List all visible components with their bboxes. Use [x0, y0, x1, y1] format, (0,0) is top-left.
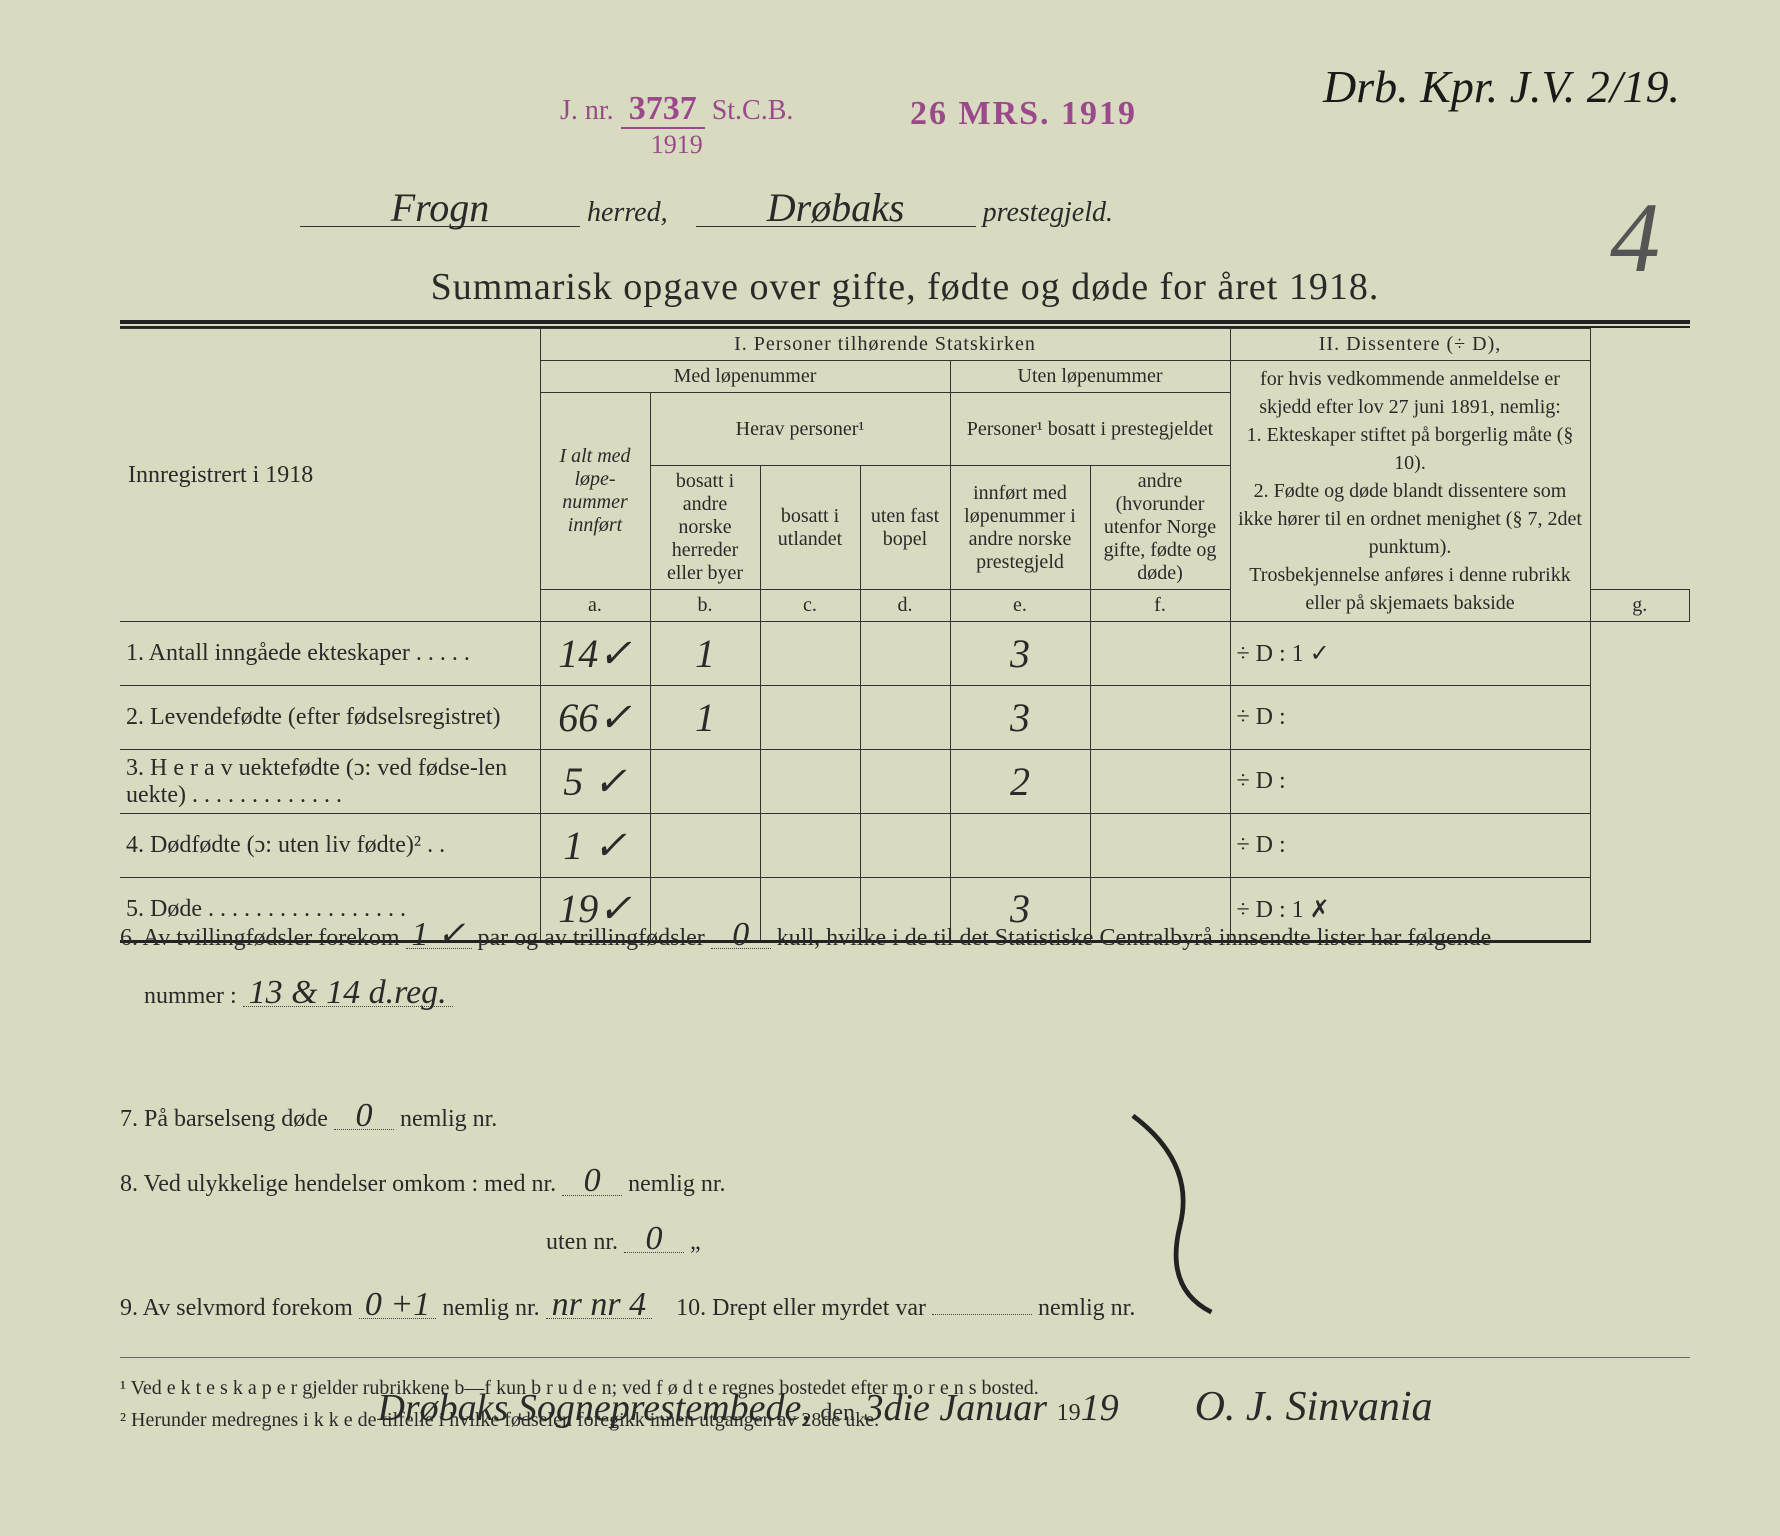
col-letter-g: g. [1590, 590, 1690, 622]
row-label: 2. Levendefødte (efter fødselsregistret) [120, 686, 540, 750]
cell [1090, 750, 1230, 814]
cell [950, 814, 1090, 878]
q6-twins: 1 ✓ [406, 921, 472, 949]
uten-lopenummer: Uten løpenummer [950, 361, 1230, 393]
uten-personer-head: Personer¹ bosatt i prestegjeldet [950, 393, 1230, 466]
cell: 1 [650, 686, 760, 750]
cell [650, 814, 760, 878]
footnote-1: ¹ Ved e k t e s k a p e r gjelder rubrik… [120, 1372, 1690, 1404]
cell: 3 [950, 622, 1090, 686]
main-table: Innregistrert i 1918 I. Personer tilhøre… [120, 328, 1690, 943]
cell: 2 [950, 750, 1090, 814]
cell-dissentere: ÷ D : [1230, 686, 1590, 750]
prestegjeld-handwritten: Drøbaks [696, 190, 976, 227]
cell [860, 750, 950, 814]
cell [760, 686, 860, 750]
col-letter-e: e. [950, 590, 1090, 622]
q9-hw: nr nr 4 [546, 1291, 652, 1319]
jnr-number: 3737 [621, 90, 705, 129]
cell: 1 ✓ [540, 814, 650, 878]
cell [860, 686, 950, 750]
dissentere-text: for hvis vedkommende anmeldelse er skjed… [1230, 361, 1590, 622]
cell-dissentere: ÷ D : 1 ✓ [1230, 622, 1590, 686]
q6-line: 6. Av tvillingfødsler forekom 1 ✓ par og… [120, 910, 1690, 1025]
section1-title: I. Personer tilhørende Statskirken [540, 329, 1230, 361]
cell: 3 [950, 686, 1090, 750]
top-right-handwriting: Drb. Kpr. J.V. 2/19. [1323, 60, 1680, 113]
cell [760, 622, 860, 686]
cell [650, 750, 760, 814]
col-a-head: I alt med løpe-nummer innført [540, 393, 650, 590]
row-header-label: Innregistrert i 1918 [120, 329, 540, 622]
header-line: Frogn herred, Drøbaks prestegjeld. [300, 190, 1510, 229]
jnr-label: J. nr. [560, 95, 614, 126]
col-letter-f: f. [1090, 590, 1230, 622]
cell: 66✓ [540, 686, 650, 750]
footnotes: ¹ Ved e k t e s k a p e r gjelder rubrik… [120, 1357, 1690, 1436]
table-row: 2. Levendefødte (efter fødselsregistret)… [120, 686, 1690, 750]
cell: 14✓ [540, 622, 650, 686]
document-page: J. nr. 3737 St.C.B. 1919 26 MRS. 1919 Dr… [120, 60, 1690, 1476]
herav-personer: Herav personer¹ [650, 393, 950, 466]
col-d-head: uten fast bopel [860, 466, 950, 590]
jnr-suffix: St.C.B. [712, 95, 794, 126]
cell-dissentere: ÷ D : [1230, 750, 1590, 814]
cell [760, 814, 860, 878]
section2-title: II. Dissentere (÷ D), [1230, 329, 1590, 361]
table-row: 3. H e r a v uektefødte (ɔ: ved fødse-le… [120, 750, 1690, 814]
jnr-year: 1919 [560, 130, 793, 160]
col-e-head: innført med løpenummer i andre norske pr… [950, 466, 1090, 590]
cell [1090, 814, 1230, 878]
q7-val: 0 [334, 1102, 394, 1130]
stamp-area: J. nr. 3737 St.C.B. 1919 26 MRS. 1919 Dr… [120, 80, 1690, 200]
table-row: 4. Dødfødte (ɔ: uten liv fødte)² . . 1 ✓… [120, 814, 1690, 878]
q9-val: 0 +1 [359, 1291, 436, 1319]
q9-line: 9. Av selvmord forekom 0 +1 nemlig nr. n… [120, 1280, 1690, 1338]
document-title: Summarisk opgave over gifte, fødte og dø… [120, 265, 1690, 309]
row-label: 3. H e r a v uektefødte (ɔ: ved fødse-le… [120, 750, 540, 814]
q6-triplets: 0 [711, 921, 771, 949]
q8-uten: 0 [624, 1225, 684, 1253]
q8-line: 8. Ved ulykkelige hendelser omkom : med … [120, 1156, 1690, 1271]
prestegjeld-label: prestegjeld. [983, 197, 1113, 228]
col-f-head: andre (hvorunder utenfor Norge gifte, fø… [1090, 466, 1230, 590]
col-letter-d: d. [860, 590, 950, 622]
cell [1090, 686, 1230, 750]
herred-handwritten: Frogn [300, 190, 580, 227]
row-label: 4. Dødfødte (ɔ: uten liv fødte)² . . [120, 814, 540, 878]
col-b-head: bosatt i andre norske herreder eller bye… [650, 466, 760, 590]
cell [760, 750, 860, 814]
row-label: 1. Antall inngåede ekteskaper . . . . . [120, 622, 540, 686]
date-stamp: 26 MRS. 1919 [910, 95, 1137, 133]
title-rule [120, 320, 1690, 328]
herred-label: herred, [587, 197, 668, 228]
col-letter-b: b. [650, 590, 760, 622]
table-row: 1. Antall inngåede ekteskaper . . . . . … [120, 622, 1690, 686]
q10-val [932, 1314, 1032, 1315]
col-c-head: bosatt i utlandet [760, 466, 860, 590]
cell [860, 622, 950, 686]
med-lopenummer: Med løpenummer [540, 361, 950, 393]
col-letter-a: a. [540, 590, 650, 622]
jnr-stamp: J. nr. 3737 St.C.B. 1919 [560, 90, 793, 160]
q6-nummer-hw: 13 & 14 d.reg. [243, 979, 453, 1007]
cell [1090, 622, 1230, 686]
cell: 1 [650, 622, 760, 686]
q8-med: 0 [562, 1167, 622, 1195]
col-letter-c: c. [760, 590, 860, 622]
cell: 5 ✓ [540, 750, 650, 814]
footnote-2: ² Herunder medregnes i k k e de tilfelle… [120, 1404, 1690, 1436]
q7-line: 7. På barselseng døde 0 nemlig nr. [120, 1091, 1690, 1149]
cell-dissentere: ÷ D : [1230, 814, 1590, 878]
cell [860, 814, 950, 878]
